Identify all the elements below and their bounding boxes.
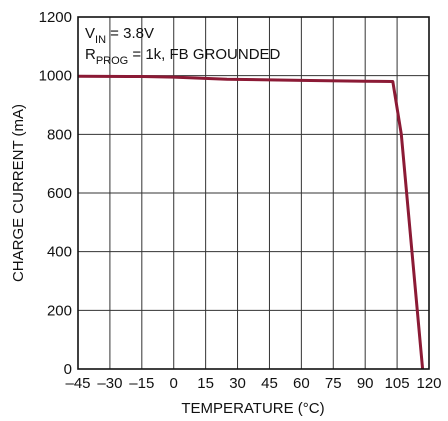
annotation-rprog-sub: PROG [96, 55, 128, 67]
annotation-rprog: RPROG = 1k, FB GROUNDED [85, 46, 281, 67]
y-tick-label: 1200 [39, 9, 72, 26]
y-tick-label: 0 [64, 361, 72, 378]
y-tick-label: 1000 [39, 68, 72, 85]
annotation-vin-rest: = 3.8V [106, 25, 154, 42]
y-axis-title: CHARGE CURRENT (mA) [10, 104, 27, 282]
series-group [77, 74, 425, 370]
annotation-vin-sub: IN [95, 34, 106, 46]
annotation-vin-main: V [85, 25, 95, 42]
y-tick-label: 400 [47, 244, 72, 261]
x-tick-label: –15 [129, 375, 154, 392]
x-tick-label: 120 [416, 375, 441, 392]
annotation-rprog-main: R [85, 46, 96, 63]
x-axis-title: TEMPERATURE (°C) [181, 400, 324, 417]
annotation-rprog-rest: = 1k, FB GROUNDED [128, 46, 280, 63]
y-tick-labels: 0 200 400 600 800 1000 1200 [39, 9, 72, 378]
y-tick-label: 600 [47, 185, 72, 202]
x-tick-label: 0 [170, 375, 178, 392]
x-tick-label: –45 [65, 375, 90, 392]
x-tick-label: –30 [97, 375, 122, 392]
x-tick-label: 30 [229, 375, 246, 392]
charge-current-line [77, 74, 425, 370]
x-tick-labels: –45 –30 –15 0 15 30 45 60 75 90 105 120 [65, 375, 441, 392]
x-tick-label: 15 [197, 375, 214, 392]
x-tick-label: 75 [325, 375, 342, 392]
x-tick-label: 105 [385, 375, 410, 392]
x-tick-label: 45 [261, 375, 278, 392]
plot-frame [77, 16, 430, 370]
x-tick-label: 60 [293, 375, 310, 392]
y-tick-label: 200 [47, 302, 72, 319]
annotation-vin: VIN = 3.8V [85, 25, 154, 46]
x-tick-label: 90 [357, 375, 374, 392]
y-tick-label: 800 [47, 126, 72, 143]
